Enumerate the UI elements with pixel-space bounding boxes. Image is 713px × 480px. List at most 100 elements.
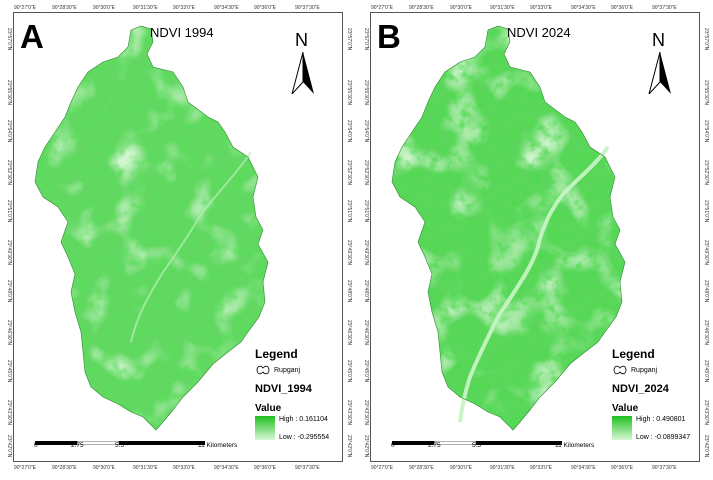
legend-high-label: High : 0.490801 bbox=[636, 416, 686, 423]
legend-value-label: Value bbox=[255, 403, 282, 414]
ndvi-map-2024 bbox=[391, 25, 626, 431]
lat-tick-right: 23°54'0"N bbox=[703, 120, 709, 143]
lon-tick-top: 90°33'0"E bbox=[173, 5, 195, 11]
lon-tick-top: 90°37'30"E bbox=[295, 5, 320, 11]
lon-tick-top: 90°33'0"E bbox=[530, 5, 552, 11]
lat-tick-left: 23°42'0"N bbox=[6, 435, 12, 458]
lat-tick-right: 23°46'30"N bbox=[703, 320, 709, 346]
lat-tick-right: 23°52'30"N bbox=[346, 160, 352, 186]
legend-boundary-label: Rupganj bbox=[274, 367, 301, 374]
lat-tick-left: 23°45'0"N bbox=[6, 360, 12, 383]
lat-tick-left: 23°55'30"N bbox=[6, 80, 12, 106]
legend-layer-name: NDVI_2024 bbox=[612, 383, 669, 395]
lat-tick-right: 23°57'0"N bbox=[346, 28, 352, 51]
lat-tick-left: 23°57'0"N bbox=[6, 28, 12, 51]
lat-tick-right: 23°42'0"N bbox=[703, 435, 709, 458]
lat-tick-left: 23°49'30"N bbox=[363, 240, 369, 266]
north-arrow-icon bbox=[648, 52, 671, 94]
lat-tick-right: 23°49'30"N bbox=[703, 240, 709, 266]
lat-tick-left: 23°45'0"N bbox=[363, 360, 369, 383]
north-label: N bbox=[652, 30, 665, 50]
legend-layer-name: NDVI_1994 bbox=[255, 383, 312, 395]
lon-tick-bottom: 90°36'0"E bbox=[254, 465, 276, 471]
lon-tick-top: 90°36'0"E bbox=[254, 5, 276, 11]
legend-title: Legend bbox=[612, 347, 655, 361]
legend-boundary-label: Rupganj bbox=[631, 367, 658, 374]
lat-tick-right: 23°48'0"N bbox=[346, 280, 352, 303]
lat-tick-right: 23°55'30"N bbox=[703, 80, 709, 106]
lon-tick-bottom: 90°33'0"E bbox=[530, 465, 552, 471]
lat-tick-right: 23°52'30"N bbox=[703, 160, 709, 186]
lon-tick-bottom: 90°31'30"E bbox=[490, 465, 515, 471]
map-panel-a: A NDVI 1994 N 90°27'0"E 90°28'30"E 90°30… bbox=[0, 0, 356, 480]
lon-tick-bottom: 90°27'0"E bbox=[14, 465, 36, 471]
lon-tick-top: 90°30'0"E bbox=[450, 5, 472, 11]
lat-tick-left: 23°54'0"N bbox=[6, 120, 12, 143]
lat-tick-right: 23°57'0"N bbox=[703, 28, 709, 51]
lon-tick-bottom: 90°34'30"E bbox=[214, 465, 239, 471]
lat-tick-left: 23°46'30"N bbox=[6, 320, 12, 346]
lat-tick-right: 23°43'30"N bbox=[346, 400, 352, 426]
legend-color-ramp bbox=[612, 416, 632, 440]
legend-high-label: High : 0.161104 bbox=[279, 416, 328, 423]
lon-tick-top: 90°28'30"E bbox=[409, 5, 434, 11]
lat-tick-right: 23°48'0"N bbox=[703, 280, 709, 303]
lat-tick-right: 23°45'0"N bbox=[346, 360, 352, 383]
lat-tick-right: 23°43'30"N bbox=[703, 400, 709, 426]
lat-tick-right: 23°49'30"N bbox=[346, 240, 352, 266]
lat-tick-right: 23°55'30"N bbox=[346, 80, 352, 106]
north-label: N bbox=[295, 30, 308, 50]
scale-bar bbox=[392, 441, 562, 445]
lon-tick-bottom: 90°37'30"E bbox=[295, 465, 320, 471]
lat-tick-left: 23°46'30"N bbox=[363, 320, 369, 346]
north-arrow-icon bbox=[291, 52, 314, 94]
lat-tick-left: 23°54'0"N bbox=[363, 120, 369, 143]
scale-label: 11 Kilometers bbox=[555, 442, 595, 449]
lat-tick-left: 23°48'0"N bbox=[6, 280, 12, 303]
map-panel-b: B NDVI 2024 N 90°27'0"E 90°28'30"E 90°30… bbox=[357, 0, 713, 480]
scale-label: 5.5 bbox=[115, 442, 125, 449]
boundary-symbol-icon bbox=[613, 365, 627, 375]
lon-tick-top: 90°31'30"E bbox=[133, 5, 158, 11]
scale-label: 0 bbox=[34, 442, 38, 449]
lon-tick-top: 90°34'30"E bbox=[571, 5, 596, 11]
lon-tick-top: 90°37'30"E bbox=[652, 5, 677, 11]
north-arrow: N bbox=[290, 30, 322, 96]
legend-low-label: Low : -0.0899347 bbox=[636, 434, 691, 441]
legend-title: Legend bbox=[255, 347, 298, 361]
lat-tick-left: 23°43'30"N bbox=[6, 400, 12, 426]
lon-tick-top: 90°27'0"E bbox=[14, 5, 36, 11]
lat-tick-left: 23°43'30"N bbox=[363, 400, 369, 426]
lon-tick-bottom: 90°27'0"E bbox=[371, 465, 393, 471]
lon-tick-bottom: 90°30'0"E bbox=[450, 465, 472, 471]
river bbox=[130, 151, 252, 343]
lon-tick-bottom: 90°37'30"E bbox=[652, 465, 677, 471]
lon-tick-bottom: 90°31'30"E bbox=[133, 465, 158, 471]
boundary-symbol-icon bbox=[256, 365, 270, 375]
lon-tick-top: 90°28'30"E bbox=[52, 5, 77, 11]
scale-bar bbox=[35, 441, 205, 445]
river bbox=[458, 145, 610, 423]
lat-tick-right: 23°42'0"N bbox=[346, 435, 352, 458]
lat-tick-right: 23°51'0"N bbox=[346, 200, 352, 223]
lat-tick-left: 23°48'0"N bbox=[363, 280, 369, 303]
lon-tick-top: 90°27'0"E bbox=[371, 5, 393, 11]
lat-tick-right: 23°51'0"N bbox=[703, 200, 709, 223]
rupganj-boundary-2024 bbox=[391, 25, 626, 431]
scale-label: 2.75 bbox=[428, 442, 441, 449]
lon-tick-top: 90°31'30"E bbox=[490, 5, 515, 11]
scale-label: 0 bbox=[391, 442, 395, 449]
lon-tick-top: 90°34'30"E bbox=[214, 5, 239, 11]
lat-tick-right: 23°46'30"N bbox=[346, 320, 352, 346]
lat-tick-right: 23°54'0"N bbox=[346, 120, 352, 143]
lat-tick-right: 23°45'0"N bbox=[703, 360, 709, 383]
legend-color-ramp bbox=[255, 416, 275, 440]
scale-label: 2.75 bbox=[71, 442, 84, 449]
scale-label: 11 Kilometers bbox=[198, 442, 238, 449]
map-title: NDVI 2024 bbox=[507, 25, 571, 40]
panel-letter: B bbox=[377, 18, 401, 55]
lat-tick-left: 23°52'30"N bbox=[6, 160, 12, 186]
legend-low-label: Low : -0.295554 bbox=[279, 434, 330, 441]
lon-tick-top: 90°30'0"E bbox=[93, 5, 115, 11]
scale-label: 5.5 bbox=[472, 442, 482, 449]
